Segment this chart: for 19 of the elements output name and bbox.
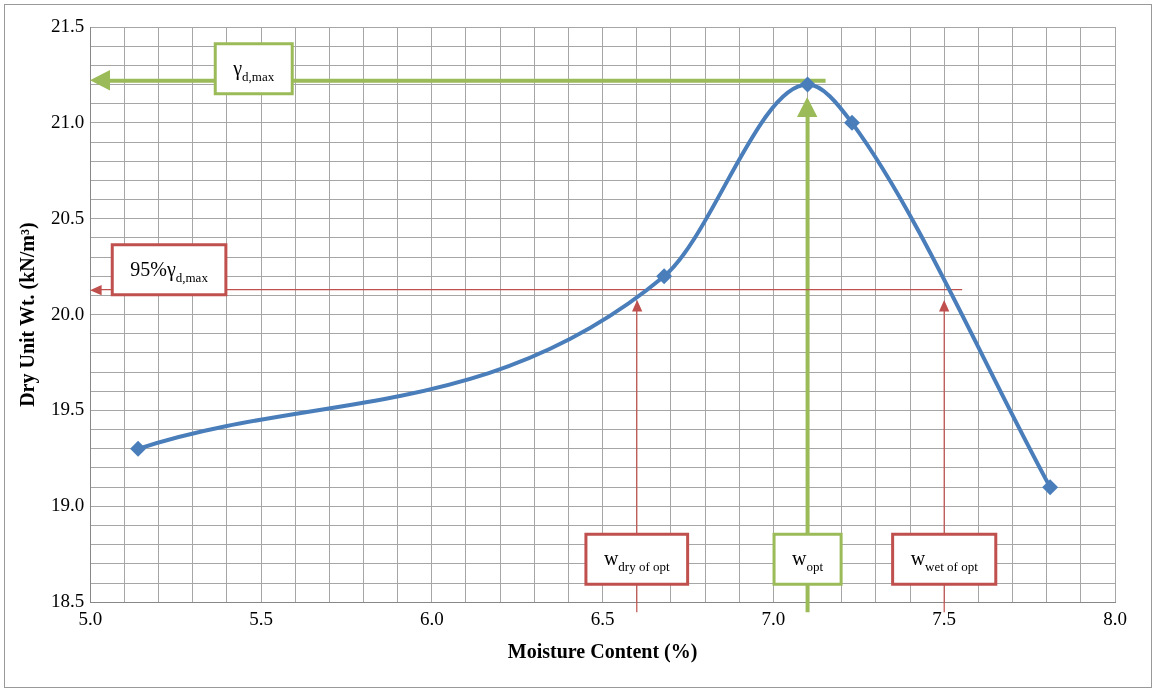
y-tick-label: 19.5 xyxy=(51,398,85,420)
y-tick-label: 21.0 xyxy=(51,110,85,132)
x-tick-label: 6.0 xyxy=(419,607,444,629)
point xyxy=(656,268,673,285)
x-axis-title: Moisture Content (%) xyxy=(507,640,698,664)
x-tick-label: 7.0 xyxy=(761,607,786,629)
point xyxy=(130,440,147,457)
point xyxy=(843,114,860,131)
y-tick-label: 20.0 xyxy=(51,302,85,324)
y-axis-title: Dry Unit Wt. (kN/m³) xyxy=(16,222,40,407)
x-tick-label: 8.0 xyxy=(1103,607,1127,629)
x-tick-label: 7.5 xyxy=(932,607,957,629)
y-tick-label: 19.0 xyxy=(51,494,85,516)
point xyxy=(1042,479,1059,496)
x-tick-label: 6.5 xyxy=(590,607,615,629)
x-tick-label: 5.5 xyxy=(249,607,273,629)
y-tick-label: 20.5 xyxy=(51,206,85,228)
y-tick-label: 21.5 xyxy=(51,14,85,36)
point xyxy=(799,76,816,93)
